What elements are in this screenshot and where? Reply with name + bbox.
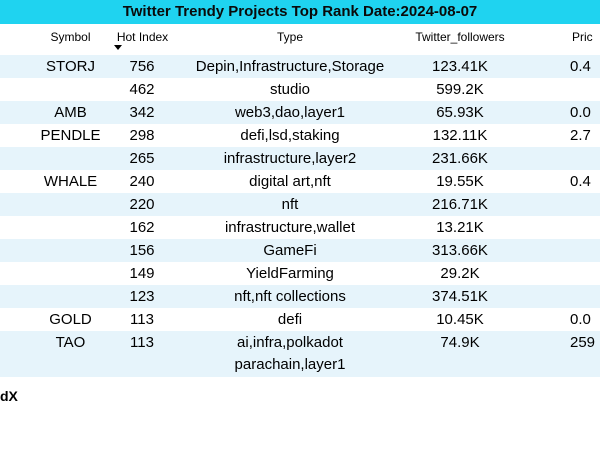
type-cell: YieldFarming [246, 265, 334, 282]
table-row[interactable]: 462 studio 599.2K [0, 78, 600, 101]
type-cell: studio [269, 81, 311, 98]
type-cell: infrastructure,wallet [224, 219, 356, 236]
table-row[interactable]: 265 infrastructure,layer2 231.66K [0, 147, 600, 170]
symbol-cell: TAO [55, 334, 86, 351]
followers-cell: 13.21K [436, 219, 484, 236]
symbol-cell: AMB [54, 104, 87, 121]
followers-cell: 216.71K [432, 196, 488, 213]
price-cell: 0.4 [570, 58, 591, 75]
column-header-symbol[interactable]: Symbol [50, 30, 91, 44]
hot-index-cell: 156 [129, 242, 155, 259]
hot-index-cell: 298 [129, 127, 155, 144]
type-cell: ai,infra,polkadot parachain,layer1 [180, 332, 400, 376]
followers-cell: 29.2K [440, 265, 480, 282]
type-line: ai,infra,polkadot [237, 334, 343, 351]
type-cell: digital art,nft [249, 173, 331, 190]
hot-index-cell: 342 [129, 104, 155, 121]
table-row[interactable]: TAO 113 ai,infra,polkadot parachain,laye… [0, 331, 600, 377]
type-cell: GameFi [263, 242, 317, 259]
table-row[interactable]: 149 YieldFarming 29.2K [0, 262, 600, 285]
table-row[interactable]: WHALE 240 digital art,nft 19.55K 0.4 [0, 170, 600, 193]
symbol-cell: WHALE [43, 173, 98, 190]
type-cell: infrastructure,layer2 [223, 150, 357, 167]
page-title: Twitter Trendy Projects Top Rank Date:20… [0, 0, 600, 24]
table-header: Symbol Hot Index Type Twitter_followers … [0, 24, 600, 55]
followers-cell: 231.66K [432, 150, 488, 167]
table-row[interactable]: GOLD 113 defi 10.45K 0.0 [0, 308, 600, 331]
followers-cell: 313.66K [432, 242, 488, 259]
type-cell: nft,nft collections [234, 288, 346, 305]
column-header-hot-index[interactable]: Hot Index [116, 30, 169, 44]
followers-cell: 19.55K [436, 173, 484, 190]
symbol-cell: PENDLE [40, 127, 101, 144]
sort-descending-icon[interactable] [114, 45, 122, 50]
hot-index-cell: 265 [129, 150, 155, 167]
table-row[interactable]: 156 GameFi 313.66K [0, 239, 600, 262]
table-row[interactable]: 162 infrastructure,wallet 13.21K [0, 216, 600, 239]
followers-cell: 599.2K [436, 81, 484, 98]
followers-cell: 123.41K [432, 58, 488, 75]
type-cell: web3,dao,layer1 [234, 104, 346, 121]
table-row[interactable]: STORJ 756 Depin,Infrastructure,Storage 1… [0, 55, 600, 78]
type-cell: defi,lsd,staking [240, 127, 340, 144]
hot-index-cell: 756 [129, 58, 155, 75]
table-row[interactable]: 123 nft,nft collections 374.51K [0, 285, 600, 308]
symbol-cell: GOLD [49, 311, 92, 328]
table-row[interactable]: AMB 342 web3,dao,layer1 65.93K 0.0 [0, 101, 600, 124]
column-header-twitter-followers[interactable]: Twitter_followers [415, 30, 505, 44]
hot-index-cell: 123 [129, 288, 155, 305]
type-line: parachain,layer1 [234, 356, 346, 373]
type-cell: nft [281, 196, 299, 213]
hot-index-cell: 113 [130, 311, 154, 328]
price-cell: 259 [570, 334, 596, 351]
price-cell: 0.4 [570, 173, 591, 190]
hot-index-cell: 240 [129, 173, 155, 190]
type-cell: defi [277, 311, 303, 328]
hot-index-cell: 462 [129, 81, 155, 98]
hot-index-cell: 220 [129, 196, 155, 213]
followers-cell: 374.51K [432, 288, 488, 305]
followers-cell: 10.45K [436, 311, 484, 328]
hot-index-cell: 149 [129, 265, 155, 282]
symbol-cell: STORJ [46, 58, 95, 75]
price-cell: 2.7 [570, 127, 591, 144]
followers-cell: 74.9K [440, 334, 480, 351]
footer-watermark: dX [0, 388, 18, 404]
type-cell: Depin,Infrastructure,Storage [195, 58, 385, 75]
column-header-price[interactable]: Pric [572, 30, 593, 44]
hot-index-cell: 113 [130, 334, 154, 351]
hot-index-cell: 162 [129, 219, 155, 236]
followers-cell: 132.11K [432, 127, 488, 144]
table-row[interactable]: PENDLE 298 defi,lsd,staking 132.11K 2.7 [0, 124, 600, 147]
price-cell: 0.0 [570, 104, 591, 121]
followers-cell: 65.93K [436, 104, 484, 121]
price-cell: 0.0 [570, 311, 591, 328]
column-header-type[interactable]: Type [276, 30, 303, 44]
table-body: STORJ 756 Depin,Infrastructure,Storage 1… [0, 55, 600, 377]
table-row[interactable]: 220 nft 216.71K [0, 193, 600, 216]
